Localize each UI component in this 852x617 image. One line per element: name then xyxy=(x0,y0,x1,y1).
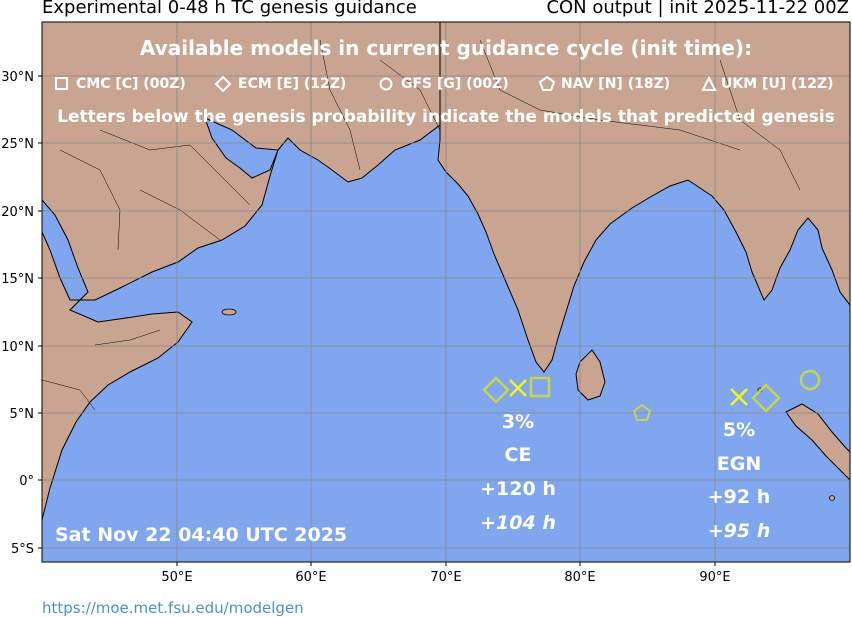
persian-gulf xyxy=(204,117,279,179)
lat-label: 25°N xyxy=(1,137,34,152)
legend-pentagon-icon xyxy=(538,75,556,91)
genesis-area-2-markers xyxy=(730,369,821,413)
land-sri-lanka xyxy=(575,349,606,401)
ecm-diamond-icon xyxy=(482,376,510,404)
lon-label: 70°E xyxy=(430,570,461,585)
valid-timestamp: Sat Nov 22 04:40 UTC 2025 xyxy=(55,524,347,546)
genesis-time-alt-1: +104 h xyxy=(480,512,556,534)
legend-label-ecm: ECM [E] (12Z) xyxy=(238,76,346,92)
genesis-probability-2: 5% xyxy=(723,419,755,441)
gfs-circle-icon xyxy=(799,369,821,391)
lat-label: 15°N xyxy=(1,272,34,287)
genesis-probability-1: 3% xyxy=(502,411,534,433)
legend-triangle-icon xyxy=(701,75,717,91)
land-india-asia xyxy=(437,22,850,373)
lon-label: 90°E xyxy=(699,570,730,585)
island-small xyxy=(829,495,835,501)
legend-label-ukm: UKM [U] (12Z) xyxy=(721,76,834,92)
graticule xyxy=(42,22,850,562)
source-link[interactable]: https://moe.met.fsu.edu/modelgen xyxy=(42,599,304,617)
genesis-cross-icon xyxy=(509,379,527,397)
lon-label: 80°E xyxy=(564,570,595,585)
lat-label: 10°N xyxy=(1,340,34,355)
banner-heading: Available models in current guidance cyc… xyxy=(140,36,752,60)
genesis-cross-icon xyxy=(730,388,748,406)
legend-label-cmc: CMC [C] (00Z) xyxy=(76,76,186,92)
genesis-time-1: +120 h xyxy=(480,478,556,500)
axis-ticks xyxy=(38,75,716,566)
lat-label: 0° xyxy=(19,474,34,489)
lon-label: 60°E xyxy=(295,570,326,585)
ecm-diamond-icon xyxy=(751,383,781,413)
genesis-time-2: +92 h xyxy=(708,486,771,508)
island-socotra xyxy=(221,308,237,316)
legend-symbols xyxy=(55,75,717,93)
legend-square-icon xyxy=(55,77,68,90)
legend-diamond-icon xyxy=(214,75,232,93)
genesis-models-1: CE xyxy=(505,444,532,466)
legend-label-nav: NAV [N] (18Z) xyxy=(561,76,670,92)
legend-label-gfs: GFS [G] (00Z) xyxy=(401,76,509,92)
lat-label: 5°N xyxy=(10,407,35,422)
nav-pentagon-icon xyxy=(632,403,652,421)
lat-label: 5°S xyxy=(11,542,34,557)
map-title: Experimental 0-48 h TC genesis guidance xyxy=(42,0,417,18)
legend-circle-icon xyxy=(379,77,393,91)
lat-label: 30°N xyxy=(1,70,34,85)
lat-label: 20°N xyxy=(1,205,34,220)
genesis-time-alt-2: +95 h xyxy=(708,520,771,542)
lon-label: 50°E xyxy=(161,570,192,585)
red-sea xyxy=(42,199,89,301)
genesis-area-1-markers xyxy=(482,376,551,404)
cmc-square-icon xyxy=(529,376,551,398)
run-info-title: CON output | init 2025-11-22 00Z xyxy=(546,0,849,18)
land-sumatra xyxy=(785,403,850,481)
banner-note: Letters below the genesis probability in… xyxy=(57,107,835,127)
genesis-models-2: EGN xyxy=(717,453,761,475)
